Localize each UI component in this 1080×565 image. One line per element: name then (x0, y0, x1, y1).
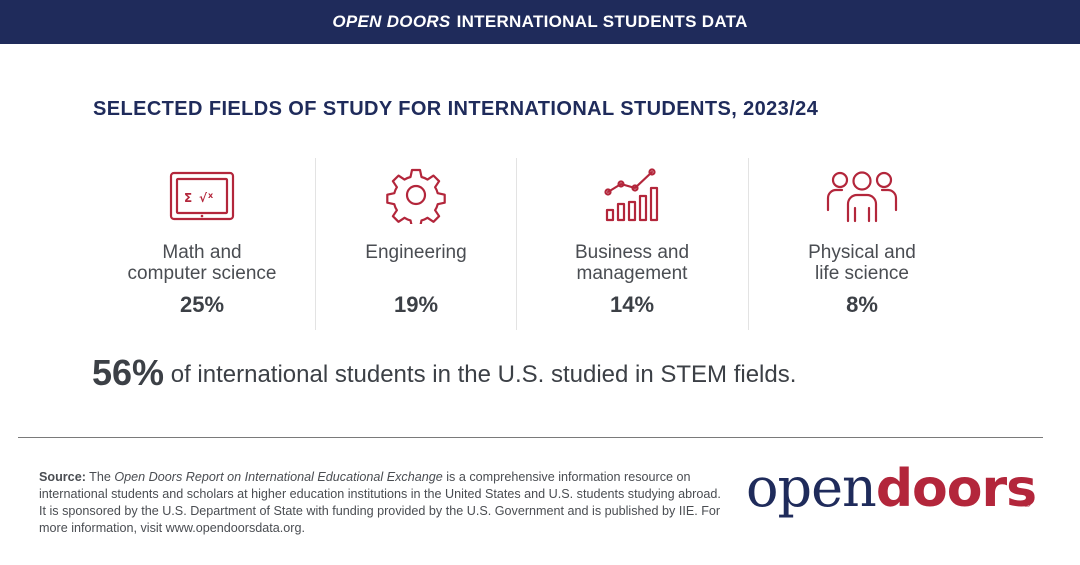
field-percent: 14% (609, 292, 655, 317)
field-label: Engineering (365, 242, 466, 286)
field-percent: 19% (393, 292, 439, 317)
fields-of-study: Σ √ x Math and computer science 25% Engi… (88, 158, 988, 330)
stem-summary: 56% of international students in the U.S… (92, 352, 796, 394)
field-label-line2: life science (814, 263, 909, 284)
column-divider (315, 158, 316, 330)
stem-percent: 56% (92, 352, 165, 393)
field-label: Physical and life science (808, 242, 916, 286)
logo-doors: doors (875, 459, 1037, 519)
stem-text: of international students in the U.S. st… (170, 361, 797, 388)
field-label-line1: Physical and (808, 242, 916, 263)
growth-chart-icon (602, 166, 662, 224)
field-math-cs: Σ √ x Math and computer science 25% (88, 158, 316, 330)
field-label: Business and management (575, 242, 689, 286)
header-bar: OPEN DOORS INTERNATIONAL STUDENTS DATA (0, 0, 1080, 44)
field-physical-life-science: Physical and life science 8% (748, 158, 976, 330)
source-intro: The (89, 470, 111, 484)
laptop-math-icon: Σ √ x (167, 166, 237, 224)
header-title: INTERNATIONAL STUDENTS DATA (456, 12, 748, 31)
source-note: Source: The Open Doors Report on Interna… (39, 469, 729, 537)
svg-text:√: √ (199, 191, 208, 205)
source-report-title: Open Doors Report on International Educa… (114, 470, 443, 484)
logo-registered-mark: ® (1023, 498, 1031, 510)
svg-text:x: x (208, 191, 214, 200)
field-engineering: Engineering 19% (316, 158, 516, 330)
column-divider (516, 158, 517, 330)
people-group-icon (825, 166, 899, 224)
header-title-italic: OPEN DOORS (332, 12, 451, 31)
field-label-line2: computer science (127, 263, 277, 284)
field-label-line1: Math and (162, 242, 242, 263)
source-text: is a comprehensive information resource … (39, 470, 721, 535)
svg-text:Σ: Σ (184, 191, 192, 205)
column-divider (748, 158, 749, 330)
divider-line (18, 437, 1043, 438)
field-label-line2: management (576, 263, 688, 284)
field-business: Business and management 14% (516, 158, 748, 330)
logo-open: open (746, 456, 877, 519)
field-percent: 25% (179, 292, 225, 317)
field-percent: 8% (846, 292, 878, 317)
page-title: SELECTED FIELDS OF STUDY FOR INTERNATION… (93, 98, 819, 120)
field-label-line1: Business and (574, 242, 690, 263)
field-label: Math and computer science (128, 242, 277, 286)
gear-icon (386, 166, 446, 224)
field-label-line1: Engineering (365, 242, 467, 263)
source-label: Source: (39, 470, 86, 484)
opendoors-logo: opendoors ® (746, 456, 1037, 520)
